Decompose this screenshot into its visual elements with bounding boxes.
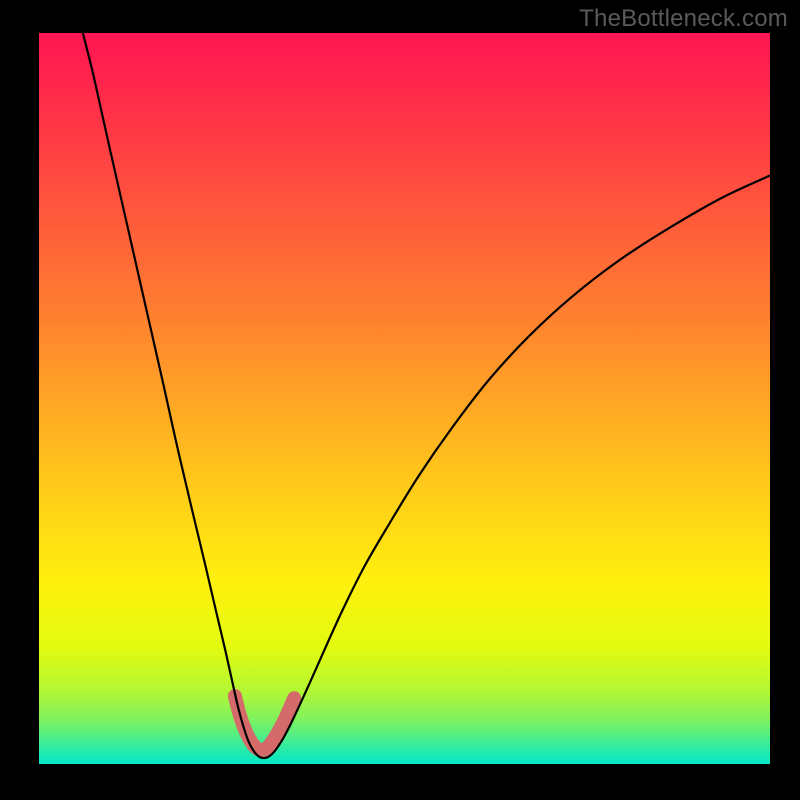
watermark-text: TheBottleneck.com	[579, 5, 788, 33]
bottleneck-chart	[39, 33, 770, 764]
chart-frame: TheBottleneck.com	[0, 0, 800, 800]
chart-background	[39, 33, 770, 764]
